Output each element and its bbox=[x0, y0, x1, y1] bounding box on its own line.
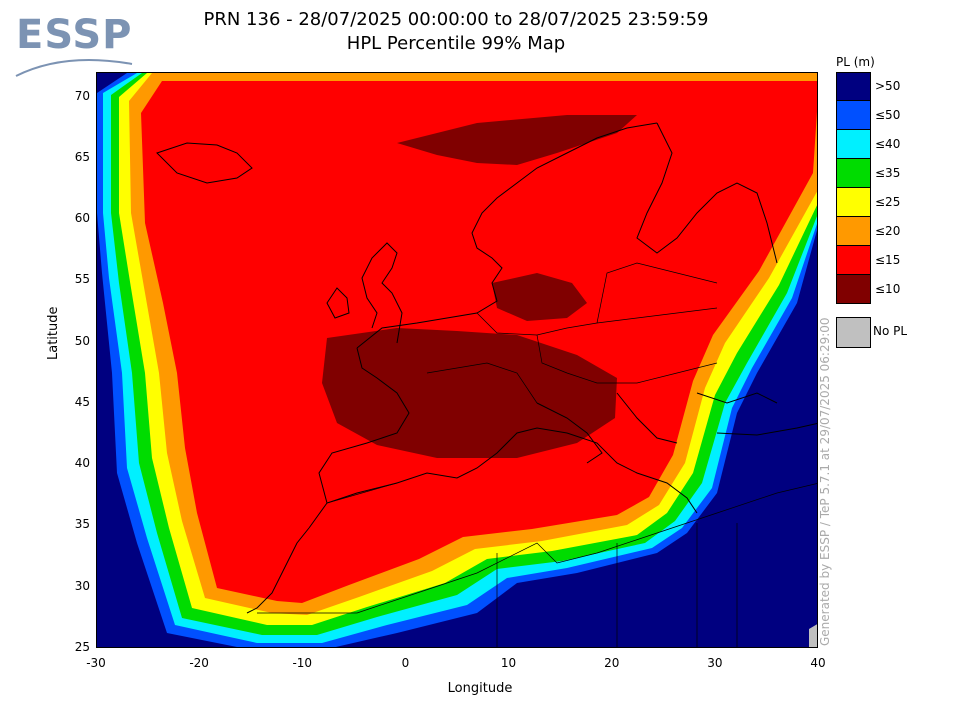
nopl-label: No PL bbox=[873, 324, 908, 338]
map-title: PRN 136 - 28/07/2025 00:00:00 to 28/07/2… bbox=[203, 9, 709, 30]
legend-swatch bbox=[836, 246, 871, 275]
x-tick-label: 20 bbox=[604, 656, 620, 670]
y-tick-label: 70 bbox=[74, 88, 90, 103]
credit-text: Generated by ESSP / TeP 5.7.1 at 29/07/2… bbox=[818, 317, 832, 646]
legend-title: PL (m) bbox=[836, 55, 875, 69]
legend-item-label: ≤15 bbox=[875, 253, 901, 267]
legend-item-label: ≤50 bbox=[875, 108, 901, 122]
x-tick-label: 10 bbox=[500, 656, 517, 670]
coastlines bbox=[156, 122, 817, 614]
map-canvas bbox=[97, 73, 817, 647]
legend-item-label: >50 bbox=[875, 79, 901, 93]
logo-swoosh bbox=[15, 59, 133, 77]
y-tick-label: 35 bbox=[74, 517, 90, 532]
legend-swatch bbox=[836, 275, 871, 304]
map-subtitle: HPL Percentile 99% Map bbox=[346, 33, 566, 54]
x-tick-label: -20 bbox=[189, 656, 209, 670]
band-10-central bbox=[492, 273, 587, 321]
legend bbox=[836, 72, 871, 304]
legend-swatch bbox=[836, 188, 871, 217]
y-tick-label: 45 bbox=[74, 394, 90, 409]
legend-swatch bbox=[836, 101, 871, 130]
nopl-swatch bbox=[836, 317, 871, 348]
legend-item-label: ≤40 bbox=[875, 137, 901, 151]
legend-item-label: ≤10 bbox=[875, 282, 901, 296]
legend-swatch bbox=[836, 130, 871, 159]
legend-swatch bbox=[836, 72, 871, 101]
y-axis-label: Latitude bbox=[46, 306, 61, 360]
y-tick-label: 25 bbox=[74, 640, 90, 654]
y-tick-label: 65 bbox=[74, 149, 90, 164]
x-tick-label: 0 bbox=[401, 656, 410, 670]
band-10-south bbox=[322, 328, 617, 458]
x-tick-label: 40 bbox=[810, 656, 826, 670]
x-axis-label: Longitude bbox=[447, 681, 513, 696]
essp-logo: ESSP bbox=[14, 12, 134, 82]
band-10-scandinavia bbox=[397, 115, 637, 165]
legend-swatch bbox=[836, 159, 871, 188]
y-tick-label: 40 bbox=[74, 456, 90, 471]
x-tick-label: -10 bbox=[292, 656, 313, 670]
y-tick-label: 30 bbox=[74, 578, 90, 593]
legend-item-label: ≤20 bbox=[875, 224, 901, 238]
logo-text: ESSP bbox=[16, 12, 133, 58]
legend-swatch bbox=[836, 217, 871, 246]
x-tick-label: -30 bbox=[86, 656, 106, 670]
hpl-map bbox=[96, 72, 818, 648]
y-tick-label: 50 bbox=[74, 333, 90, 348]
legend-item-label: ≤25 bbox=[875, 195, 901, 209]
y-tick-label: 55 bbox=[74, 272, 90, 287]
x-tick-label: 30 bbox=[707, 656, 723, 670]
legend-item-label: ≤35 bbox=[875, 166, 901, 180]
y-tick-label: 60 bbox=[74, 211, 90, 226]
nopl-region bbox=[809, 624, 817, 647]
borders bbox=[257, 262, 817, 647]
